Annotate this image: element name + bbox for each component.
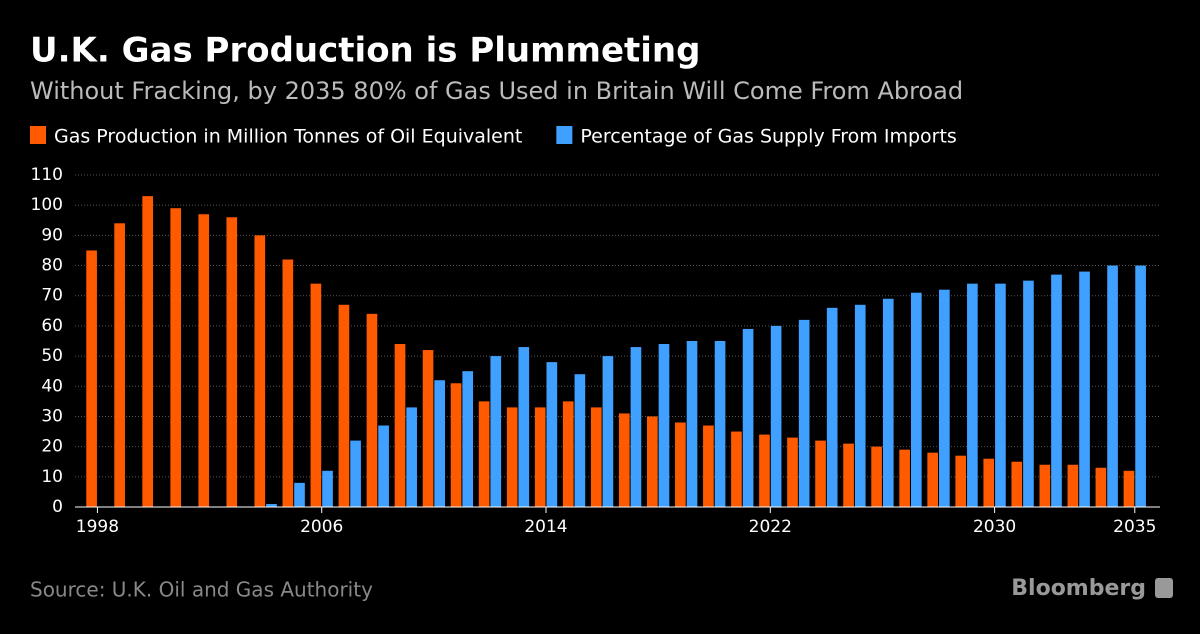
x-tick-label: 2022 xyxy=(749,517,792,537)
brand: Bloomberg xyxy=(1011,576,1146,601)
bar xyxy=(955,455,967,507)
bar xyxy=(350,440,361,507)
bar xyxy=(1023,280,1034,507)
bar xyxy=(590,407,602,507)
bar xyxy=(170,208,182,507)
y-tick-label: 90 xyxy=(41,225,63,245)
x-tick-label: 1998 xyxy=(76,517,119,537)
bar xyxy=(826,307,838,507)
bar xyxy=(1123,470,1135,507)
y-tick-label: 110 xyxy=(31,165,63,185)
bar xyxy=(338,304,350,507)
bar xyxy=(86,250,97,508)
bar xyxy=(939,289,950,507)
bar xyxy=(630,347,642,507)
legend-swatch xyxy=(30,126,46,144)
bar xyxy=(1051,274,1062,507)
bar xyxy=(490,356,502,507)
y-tick-label: 80 xyxy=(41,256,63,276)
bar xyxy=(815,440,826,507)
bar xyxy=(282,259,294,507)
bar xyxy=(534,407,546,507)
bar xyxy=(394,344,406,507)
x-tick-label: 2035 xyxy=(1113,517,1156,537)
bar xyxy=(1011,461,1023,507)
legend-swatch xyxy=(556,126,573,144)
bar xyxy=(759,434,770,507)
chart-subtitle: Without Fracking, by 2035 80% of Gas Use… xyxy=(30,77,963,105)
bar xyxy=(618,413,630,507)
legend-label: Percentage of Gas Supply From Imports xyxy=(580,126,956,148)
bar xyxy=(910,292,922,507)
bar xyxy=(254,235,266,507)
bar xyxy=(871,446,882,507)
bar xyxy=(787,437,798,507)
bar xyxy=(450,383,462,507)
bar xyxy=(1039,464,1051,507)
bar xyxy=(406,407,417,507)
y-tick-label: 60 xyxy=(41,316,63,336)
bar xyxy=(675,422,686,507)
bar xyxy=(983,458,995,507)
bar xyxy=(798,319,810,507)
source: Source: U.K. Oil and Gas Authority xyxy=(30,578,373,602)
bar xyxy=(882,298,894,507)
bar xyxy=(742,328,754,507)
y-tick-label: 20 xyxy=(41,437,63,457)
bar xyxy=(703,425,714,507)
bar xyxy=(114,223,125,508)
bar xyxy=(1135,265,1146,507)
bar xyxy=(854,304,866,507)
y-tick-label: 0 xyxy=(52,497,63,517)
bar xyxy=(995,283,1006,507)
x-tick-label: 2014 xyxy=(524,517,567,537)
bar xyxy=(1107,265,1118,507)
bar xyxy=(899,449,910,507)
y-tick-label: 70 xyxy=(41,286,63,306)
bar xyxy=(1079,271,1090,507)
bar xyxy=(294,482,305,507)
bar xyxy=(518,347,530,507)
y-tick-label: 40 xyxy=(41,376,63,396)
brand-icon xyxy=(1155,578,1173,598)
bar xyxy=(226,217,238,507)
y-tick-label: 100 xyxy=(31,195,63,215)
bar xyxy=(731,431,742,507)
bar xyxy=(927,452,939,507)
y-tick-label: 10 xyxy=(41,467,63,487)
bar xyxy=(378,425,389,507)
bar xyxy=(422,350,434,507)
bar xyxy=(646,416,658,507)
y-tick-label: 50 xyxy=(41,346,63,366)
bar xyxy=(546,362,558,507)
bar xyxy=(434,380,446,507)
bar xyxy=(462,371,474,507)
bar xyxy=(478,401,490,507)
bar xyxy=(322,470,333,507)
bar xyxy=(967,283,978,507)
bar xyxy=(602,356,614,507)
y-tick-label: 30 xyxy=(41,406,63,426)
bar xyxy=(574,374,586,507)
bar xyxy=(770,325,782,507)
bar xyxy=(198,214,210,507)
bar xyxy=(1067,464,1079,507)
x-tick-label: 2006 xyxy=(300,517,343,537)
bar xyxy=(658,344,670,507)
bar xyxy=(266,503,277,507)
bar xyxy=(686,341,698,507)
bar xyxy=(714,341,726,507)
legend-label: Gas Production in Million Tonnes of Oil … xyxy=(54,126,522,148)
bar xyxy=(843,443,854,507)
bar xyxy=(506,407,518,507)
bar xyxy=(366,313,378,507)
chart-title: U.K. Gas Production is Plummeting xyxy=(30,31,700,71)
bar xyxy=(1095,467,1107,507)
bar xyxy=(310,283,322,507)
x-tick-label: 2030 xyxy=(973,517,1016,537)
bar xyxy=(562,401,574,507)
bar xyxy=(142,196,154,508)
